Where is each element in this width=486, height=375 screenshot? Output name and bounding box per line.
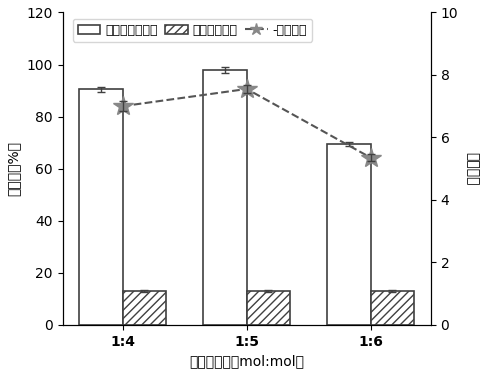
Y-axis label: 印迹因子: 印迹因子 [465,152,479,185]
Bar [203,70,247,325]
Bar [371,291,414,325]
X-axis label: 模板：单体（mol:mol）: 模板：单体（mol:mol） [189,354,304,368]
Bar [123,291,166,325]
Legend: 分子印迹整体柱, 非印迹整体柱, -印迹因子: 分子印迹整体柱, 非印迹整体柱, -印迹因子 [72,19,312,42]
Y-axis label: 回收率（%）: 回收率（%） [7,141,21,196]
Bar [79,89,123,325]
Bar [328,144,371,325]
Bar [247,291,290,325]
